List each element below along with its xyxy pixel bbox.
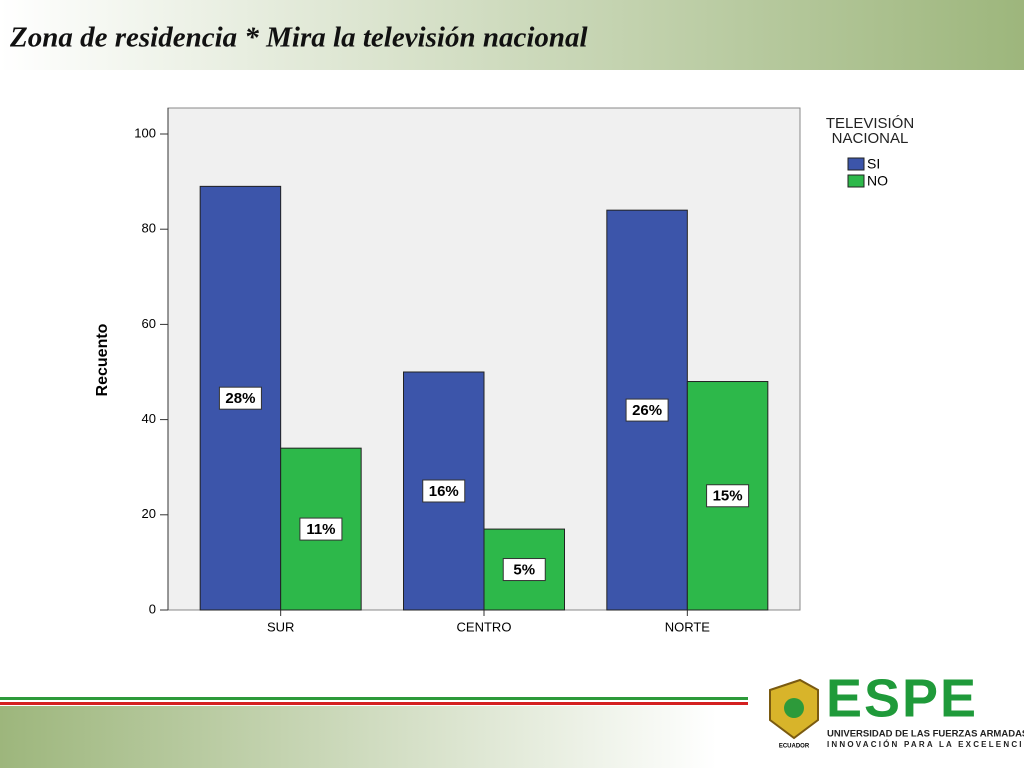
legend-title: TELEVISIÓN NACIONAL <box>825 115 915 147</box>
value-label-box <box>299 517 343 541</box>
x-tick-label: SUR <box>267 619 294 634</box>
slide-title: Zona de residencia * Mira la televisión … <box>9 22 589 54</box>
legend-label: NO <box>867 173 888 189</box>
y-tick-label: 80 <box>142 221 156 236</box>
footer-line <box>0 702 748 705</box>
logo-subtitle: UNIVERSIDAD DE LAS FUERZAS ARMADAS <box>827 729 1024 740</box>
x-tick-label: NORTE <box>665 619 711 634</box>
header-band <box>0 0 1024 70</box>
logo-motto: INNOVACIÓN PARA LA EXCELENCIA <box>827 740 1024 749</box>
value-label-box <box>625 398 669 422</box>
y-tick-label: 40 <box>142 411 156 426</box>
y-tick-label: 60 <box>142 316 156 331</box>
legend-swatch <box>847 174 865 188</box>
value-label: 16% <box>429 483 459 500</box>
y-tick-label: 20 <box>142 506 156 521</box>
value-label: 11% <box>306 521 335 538</box>
logo-shield-center <box>784 698 804 718</box>
y-tick-label: 0 <box>149 601 156 616</box>
footer-line <box>0 697 748 700</box>
logo-country: ECUADOR <box>779 744 810 750</box>
value-label-box <box>502 558 546 582</box>
value-label: 28% <box>225 390 255 407</box>
value-label: 5% <box>513 562 535 579</box>
y-axis-label: Recuento <box>94 323 111 396</box>
value-label-box <box>218 386 262 410</box>
legend-swatch <box>847 157 865 171</box>
x-tick-label: CENTRO <box>457 619 512 634</box>
value-label-box <box>422 479 466 503</box>
legend-label: SI <box>867 156 880 172</box>
logo-name: ESPE <box>826 668 978 728</box>
value-label: 26% <box>632 402 662 419</box>
value-label-box <box>706 484 750 508</box>
y-tick-label: 100 <box>134 125 156 140</box>
value-label: 15% <box>713 488 743 505</box>
